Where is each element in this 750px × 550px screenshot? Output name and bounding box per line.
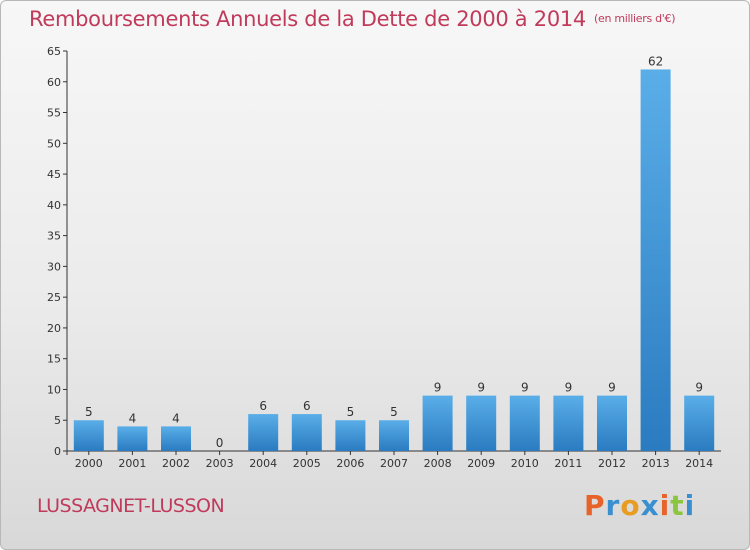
x-tick-label: 2006 bbox=[336, 457, 364, 470]
bar bbox=[335, 420, 366, 451]
bar bbox=[379, 420, 409, 451]
x-tick-label: 2000 bbox=[75, 457, 103, 470]
proxiti-logo: Proxiti bbox=[584, 489, 695, 522]
bar bbox=[422, 395, 453, 451]
y-tick-label: 30 bbox=[47, 260, 61, 273]
y-tick-label: 35 bbox=[47, 230, 61, 243]
logo-letter: r bbox=[605, 489, 621, 522]
logo-letter: t bbox=[670, 489, 685, 522]
bar bbox=[684, 395, 715, 451]
bar bbox=[117, 426, 148, 451]
bar bbox=[248, 414, 279, 451]
logo-letter: o bbox=[620, 489, 641, 522]
bar bbox=[73, 420, 104, 451]
y-tick-label: 55 bbox=[47, 107, 61, 120]
logo-letter: x bbox=[640, 489, 660, 522]
y-tick-label: 40 bbox=[47, 199, 61, 212]
y-tick-label: 20 bbox=[47, 322, 61, 335]
bar bbox=[161, 426, 191, 451]
x-tick-label: 2012 bbox=[598, 457, 626, 470]
data-label: 4 bbox=[172, 411, 180, 425]
data-label: 9 bbox=[434, 381, 442, 395]
logo-letter: i bbox=[659, 489, 671, 522]
data-label: 62 bbox=[648, 54, 663, 68]
bar bbox=[640, 69, 671, 451]
chart-title-text: Remboursements Annuels de la Dette de 20… bbox=[29, 7, 586, 31]
data-label: 5 bbox=[85, 405, 93, 419]
data-label: 9 bbox=[608, 381, 616, 395]
y-tick-label: 10 bbox=[47, 383, 61, 396]
data-label: 5 bbox=[390, 405, 398, 419]
y-tick-label: 65 bbox=[47, 45, 61, 58]
x-tick-label: 2014 bbox=[685, 457, 713, 470]
y-tick-label: 25 bbox=[47, 291, 61, 304]
x-tick-label: 2009 bbox=[467, 457, 495, 470]
data-label: 9 bbox=[695, 381, 703, 395]
logo-letter: P bbox=[584, 489, 606, 522]
data-label: 9 bbox=[521, 381, 529, 395]
bar bbox=[291, 414, 322, 451]
y-tick-label: 60 bbox=[47, 76, 61, 89]
x-tick-label: 2002 bbox=[162, 457, 190, 470]
data-label: 6 bbox=[303, 399, 311, 413]
y-tick-label: 15 bbox=[47, 353, 61, 366]
x-tick-label: 2004 bbox=[249, 457, 277, 470]
data-label: 9 bbox=[477, 381, 485, 395]
x-tick-label: 2013 bbox=[642, 457, 670, 470]
x-tick-label: 2005 bbox=[293, 457, 321, 470]
logo-letter: i bbox=[684, 489, 696, 522]
x-tick-label: 2011 bbox=[554, 457, 582, 470]
chart-title: Remboursements Annuels de la Dette de 20… bbox=[29, 7, 675, 31]
x-tick-label: 2003 bbox=[206, 457, 234, 470]
bar bbox=[466, 395, 497, 451]
place-name: LUSSAGNET-LUSSON bbox=[37, 495, 225, 517]
x-tick-label: 2001 bbox=[118, 457, 146, 470]
bar bbox=[553, 395, 584, 451]
data-label: 9 bbox=[565, 381, 573, 395]
data-label: 0 bbox=[216, 436, 224, 450]
data-label: 4 bbox=[129, 411, 137, 425]
y-tick-label: 0 bbox=[54, 445, 61, 458]
data-label: 6 bbox=[259, 399, 267, 413]
y-tick-label: 5 bbox=[54, 414, 61, 427]
x-tick-label: 2008 bbox=[424, 457, 452, 470]
data-label: 5 bbox=[347, 405, 355, 419]
x-tick-label: 2007 bbox=[380, 457, 408, 470]
bar bbox=[509, 395, 540, 451]
x-tick-label: 2010 bbox=[511, 457, 539, 470]
y-tick-label: 50 bbox=[47, 137, 61, 150]
bar bbox=[597, 395, 627, 451]
chart-subtitle: (en milliers d'€) bbox=[594, 12, 676, 25]
y-tick-label: 45 bbox=[47, 168, 61, 181]
